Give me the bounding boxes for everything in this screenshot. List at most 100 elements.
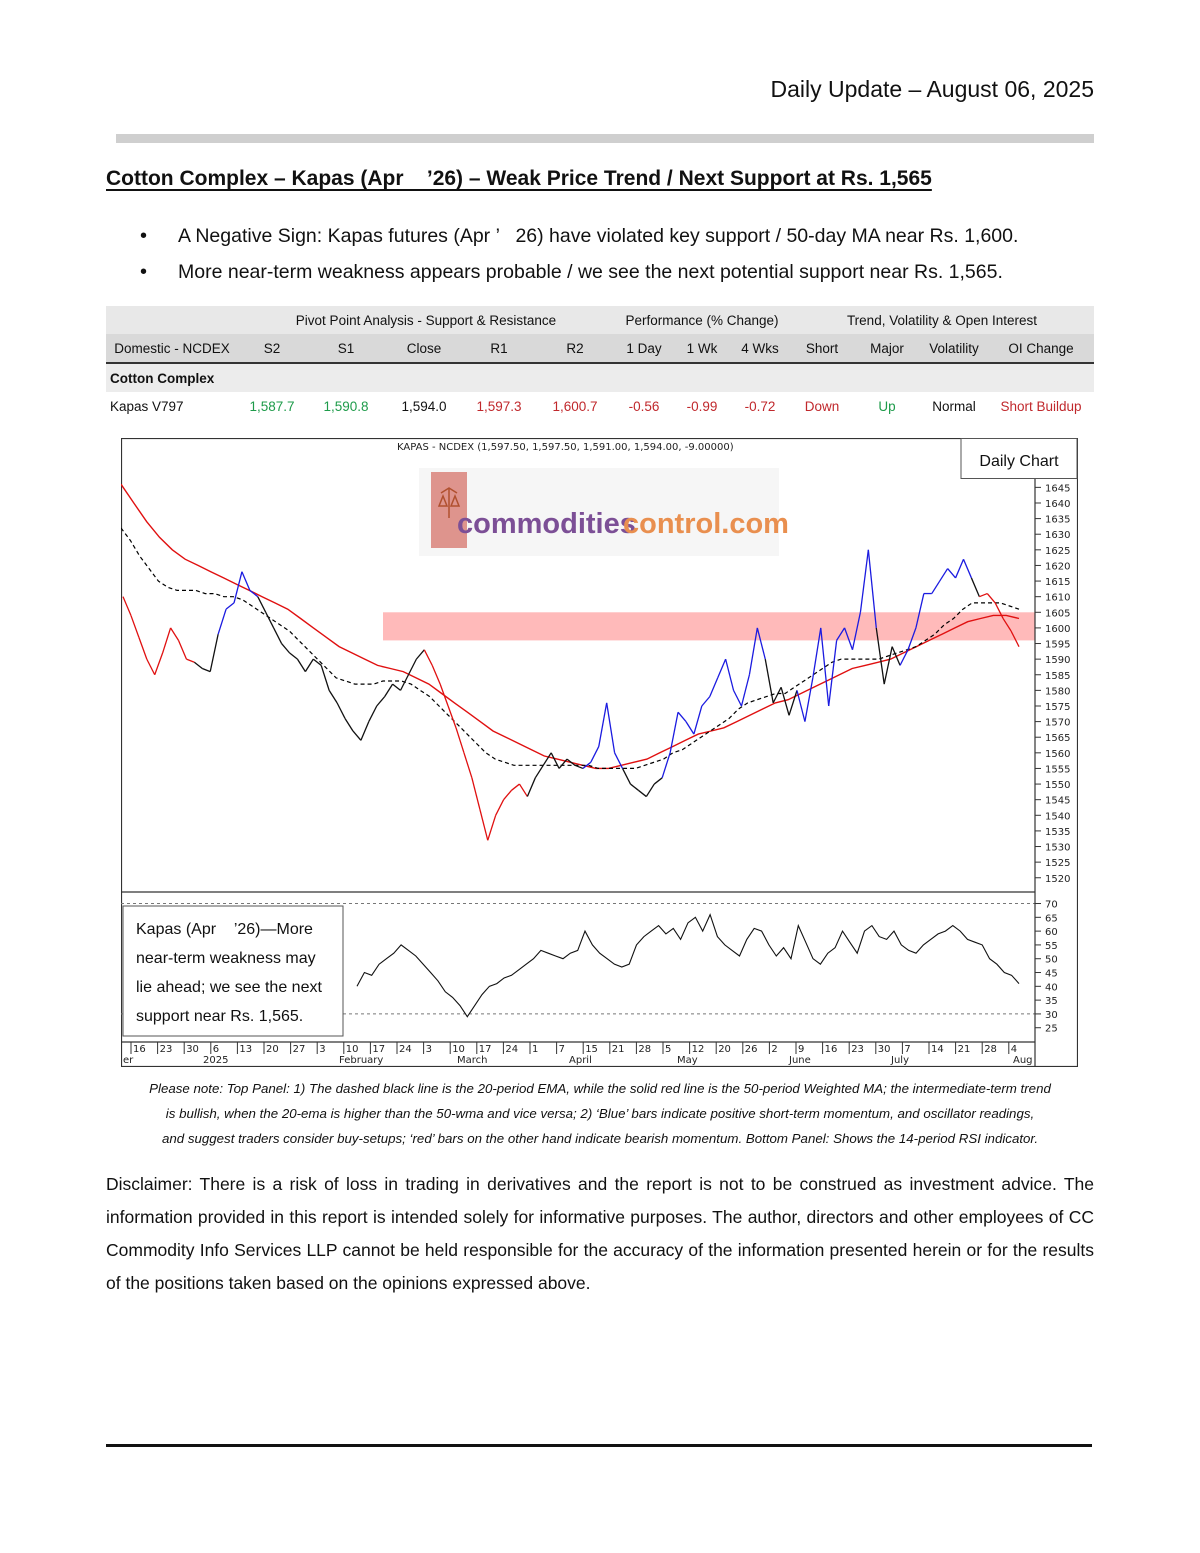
price-segment (455, 727, 465, 754)
rsi-tick-label: 60 (1045, 927, 1058, 938)
price-segment (621, 768, 632, 785)
rsi-tick-label: 65 (1045, 913, 1058, 924)
col-header: Volatility (920, 334, 988, 364)
price-segment (249, 589, 259, 598)
price-segment (851, 612, 862, 650)
price-tick-label: 1640 (1045, 499, 1070, 510)
x-tick-label: 7 (904, 1044, 910, 1055)
price-segment (399, 674, 410, 691)
price-segment (241, 571, 251, 591)
date-header: Daily Update – August 06, 2025 (770, 76, 1094, 102)
price-segment (606, 702, 616, 753)
major-trend: Up (854, 392, 920, 420)
price-segment (352, 730, 362, 741)
month-label: February (339, 1055, 383, 1066)
x-tick-label: 23 (160, 1044, 173, 1055)
price-segment (780, 687, 790, 716)
col-header: 4 Wks (730, 334, 790, 364)
price-segment (193, 661, 203, 670)
x-tick-label: 16 (825, 1044, 838, 1055)
price-segment (756, 627, 766, 660)
watermark-text-b: control.com (623, 508, 789, 540)
x-tick-label: 20 (718, 1044, 731, 1055)
price-segment (598, 702, 608, 747)
price-segment (907, 627, 917, 650)
price-segment (859, 549, 869, 613)
price-segment (796, 690, 806, 722)
annotation-line: Kapas (Apr ’26)—More (136, 921, 313, 938)
price-segment (709, 677, 719, 697)
rsi-tick-label: 40 (1045, 982, 1058, 993)
annotation-line: lie ahead; we see the next (136, 979, 322, 996)
report-heading: Cotton Complex – Kapas (Apr ’26) – Weak … (106, 167, 932, 190)
annotation-line: support near Rs. 1,565. (136, 1008, 303, 1025)
price-segment (257, 596, 267, 613)
rsi-line (356, 913, 1020, 1018)
rsi-tick-label: 45 (1045, 969, 1058, 980)
price-segment (320, 665, 330, 691)
col-header: 1 Day (614, 334, 674, 364)
col-header: Short (790, 334, 854, 364)
price-segment (495, 799, 505, 816)
key-points-list: A Negative Sign: Kapas futures (Apr ’ 26… (140, 222, 1018, 294)
price-tick-label: 1600 (1045, 624, 1070, 635)
daily-chart-label: Daily Chart (979, 453, 1059, 470)
price-segment (788, 690, 798, 716)
price-tick-label: 1530 (1045, 843, 1070, 854)
price-segment (217, 608, 227, 635)
price-tick-label: 1610 (1045, 593, 1070, 604)
price-segment (970, 577, 980, 597)
one-day-change: -0.56 (614, 392, 674, 420)
price-segment (296, 658, 306, 672)
price-segment (162, 627, 172, 654)
note-line: Please note: Top Panel: 1) The dashed bl… (149, 1081, 1051, 1096)
price-segment (986, 593, 996, 604)
x-tick-label: 15 (585, 1044, 598, 1055)
commodity-name: Kapas V797 (106, 392, 238, 420)
col-header: Close (386, 334, 462, 364)
rsi-tick-label: 70 (1045, 900, 1058, 911)
price-segment (415, 649, 425, 660)
price-tick-label: 1625 (1045, 546, 1070, 557)
price-tick-label: 1540 (1045, 811, 1070, 822)
price-segment (289, 652, 298, 660)
price-segment (891, 646, 901, 666)
group-header-performance: Performance (% Change) (614, 306, 790, 334)
key-point: More near-term weakness appears probable… (140, 258, 1018, 294)
note-line: and suggest traders consider buy-setups;… (161, 1131, 1039, 1146)
key-point: A Negative Sign: Kapas futures (Apr ’ 26… (140, 222, 1018, 258)
price-segment (915, 593, 925, 629)
x-tick-label: 20 (266, 1044, 279, 1055)
price-segment (899, 649, 909, 666)
price-segment (550, 752, 560, 769)
price-tick-label: 1555 (1045, 764, 1070, 775)
price-segment (677, 711, 687, 723)
price-segment (471, 777, 481, 810)
x-tick-label: 24 (399, 1044, 412, 1055)
price-tick-label: 1520 (1045, 874, 1070, 885)
pivot-table: Pivot Point Analysis - Support & Resista… (106, 306, 1094, 420)
price-segment (828, 640, 838, 707)
footer-divider (106, 1444, 1092, 1447)
price-segment (582, 761, 592, 769)
r1-value: 1,597.3 (462, 392, 536, 420)
x-tick-label: 9 (798, 1044, 804, 1055)
table-row: Kapas V797 1,587.7 1,590.8 1,594.0 1,597… (106, 392, 1094, 420)
col-header: OI Change (988, 334, 1094, 364)
price-segment (669, 712, 679, 753)
rsi-tick-label: 30 (1045, 1010, 1058, 1021)
x-tick-label: 13 (239, 1044, 252, 1055)
price-segment (526, 777, 536, 797)
oi-change: Short Buildup (988, 392, 1094, 420)
price-segment (685, 721, 695, 735)
price-segment (653, 777, 663, 785)
price-segment (336, 702, 346, 719)
price-segment (843, 627, 854, 650)
support-band (383, 612, 1035, 641)
x-tick-label: 28 (638, 1044, 651, 1055)
price-segment (273, 627, 283, 644)
price-tick-label: 1575 (1045, 702, 1070, 713)
price-segment (630, 783, 639, 791)
short-trend: Down (790, 392, 854, 420)
rsi-tick-label: 50 (1045, 955, 1058, 966)
